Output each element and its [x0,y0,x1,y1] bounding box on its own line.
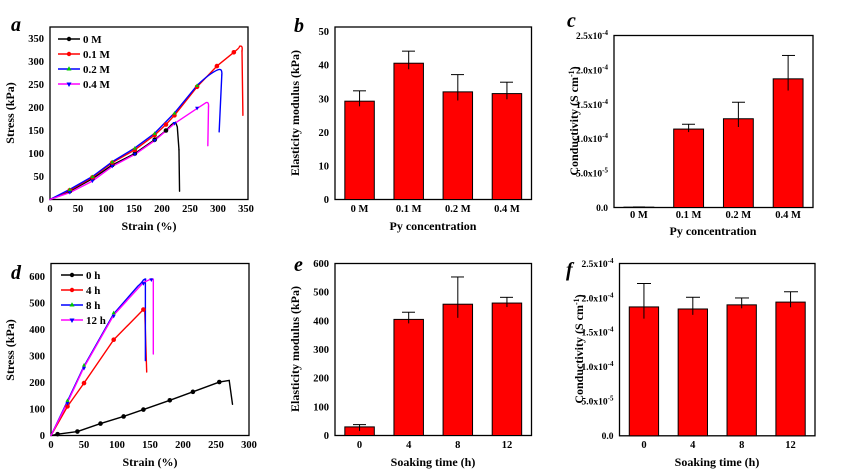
svg-text:2.5x10-4: 2.5x10-4 [576,29,608,42]
svg-text:150: 150 [142,440,158,451]
svg-text:e: e [294,254,303,276]
svg-text:0 h: 0 h [86,270,100,282]
svg-text:0: 0 [48,440,53,451]
svg-text:0 M: 0 M [351,204,369,215]
svg-text:10: 10 [319,162,330,173]
svg-text:150: 150 [126,204,142,215]
svg-text:0 M: 0 M [630,210,648,221]
svg-text:Conductivity (S cm-1): Conductivity (S cm-1) [572,294,587,403]
svg-text:100: 100 [109,440,125,451]
svg-text:f: f [566,259,575,281]
svg-text:2.5x10-4: 2.5x10-4 [582,257,614,270]
svg-text:200: 200 [154,204,170,215]
svg-text:1.5x10-4: 1.5x10-4 [582,325,614,338]
svg-text:250: 250 [28,80,44,91]
svg-text:0.2 M: 0.2 M [726,210,752,221]
svg-text:0.4 M: 0.4 M [775,210,801,221]
svg-text:12: 12 [502,440,513,451]
svg-text:600: 600 [29,272,45,283]
svg-text:250: 250 [208,440,224,451]
svg-text:Conductivity (S cm-1): Conductivity (S cm-1) [567,66,582,175]
svg-text:Elasticity modulus (kPa): Elasticity modulus (kPa) [288,50,302,176]
svg-text:b: b [294,15,304,37]
svg-text:20: 20 [319,128,330,139]
svg-text:8: 8 [455,440,460,451]
svg-text:500: 500 [29,298,45,309]
svg-text:a: a [11,14,21,36]
svg-text:Stress (kPa): Stress (kPa) [3,319,17,380]
svg-text:Strain (%): Strain (%) [122,219,177,233]
svg-text:150: 150 [28,126,44,137]
svg-text:200: 200 [313,373,329,384]
svg-text:0 M: 0 M [83,34,102,46]
svg-text:500: 500 [313,287,329,298]
svg-text:8: 8 [739,440,744,451]
svg-text:100: 100 [98,204,114,215]
svg-text:4 h: 4 h [86,285,100,297]
svg-text:400: 400 [313,316,329,327]
svg-text:0: 0 [39,195,44,206]
svg-text:Py concentration: Py concentration [390,219,477,233]
svg-text:100: 100 [28,149,44,160]
svg-text:600: 600 [313,259,329,270]
svg-text:50: 50 [319,27,330,38]
svg-text:400: 400 [29,325,45,336]
svg-text:0.1 M: 0.1 M [396,204,422,215]
svg-text:8 h: 8 h [86,300,100,312]
svg-text:100: 100 [313,402,329,413]
svg-text:30: 30 [319,94,330,105]
svg-text:Strain (%): Strain (%) [123,455,178,469]
svg-text:300: 300 [313,345,329,356]
svg-text:1.0x10-4: 1.0x10-4 [582,360,614,373]
svg-text:300: 300 [29,351,45,362]
svg-text:4: 4 [690,440,696,451]
svg-text:12 h: 12 h [86,315,106,327]
svg-text:300: 300 [210,204,226,215]
svg-text:250: 250 [182,204,198,215]
svg-text:0.1 M: 0.1 M [83,49,111,61]
svg-text:0.2 M: 0.2 M [83,64,111,76]
svg-text:c: c [567,10,576,32]
svg-text:0: 0 [641,440,646,451]
svg-text:0.0: 0.0 [596,204,608,214]
svg-text:0.2 M: 0.2 M [445,204,471,215]
svg-text:0: 0 [40,431,45,442]
svg-text:50: 50 [73,204,84,215]
svg-text:0.4 M: 0.4 M [83,79,111,91]
svg-text:0: 0 [357,440,362,451]
svg-text:0.1 M: 0.1 M [676,210,702,221]
svg-text:200: 200 [28,103,44,114]
svg-text:0.4 M: 0.4 M [494,204,520,215]
svg-text:0: 0 [324,195,329,206]
svg-text:Elasticity modulus (kPa): Elasticity modulus (kPa) [288,285,302,411]
svg-text:200: 200 [175,440,191,451]
svg-text:50: 50 [34,172,45,183]
svg-text:0: 0 [324,431,329,442]
svg-text:350: 350 [28,34,44,45]
svg-text:0.0: 0.0 [602,432,614,442]
svg-text:200: 200 [29,378,45,389]
svg-text:4: 4 [406,440,412,451]
svg-text:0: 0 [47,204,52,215]
svg-text:40: 40 [319,61,330,72]
svg-text:350: 350 [238,204,254,215]
svg-text:Py concentration: Py concentration [670,224,757,238]
svg-text:50: 50 [79,440,90,451]
svg-text:100: 100 [29,404,45,415]
svg-text:300: 300 [241,440,257,451]
svg-text:300: 300 [28,57,44,68]
svg-text:Soaking time (h): Soaking time (h) [675,455,760,469]
svg-text:5.0x10-5: 5.0x10-5 [582,394,614,407]
svg-text:d: d [11,262,22,284]
svg-text:2.0x10-4: 2.0x10-4 [582,291,614,304]
svg-text:12: 12 [785,440,796,451]
svg-text:Stress (kPa): Stress (kPa) [3,82,17,143]
svg-text:Soaking time (h): Soaking time (h) [391,455,476,469]
